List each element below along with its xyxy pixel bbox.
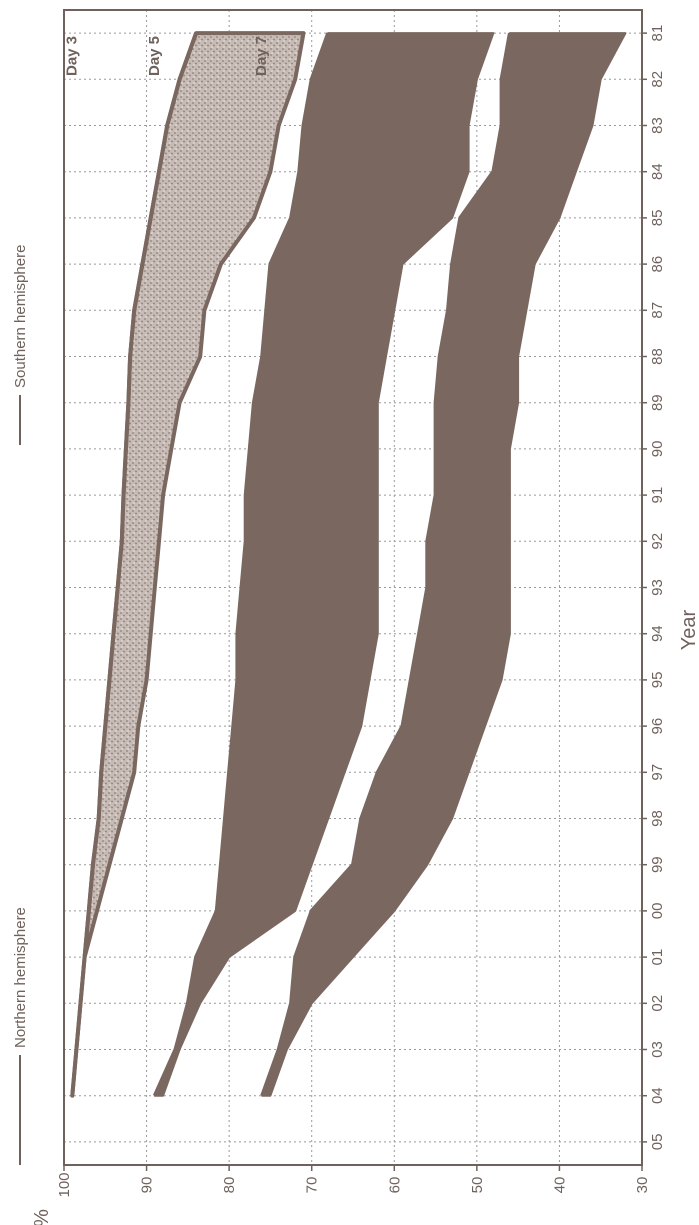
x-tick-label: 02 xyxy=(649,995,666,1012)
x-tick-label: 84 xyxy=(649,163,666,180)
x-tick-label: 85 xyxy=(649,210,666,227)
x-tick-label: 88 xyxy=(649,348,666,365)
x-tick-label: 93 xyxy=(649,579,666,596)
series-label-day-3: Day 3 xyxy=(63,36,80,76)
x-tick-label: 83 xyxy=(649,117,666,134)
x-tick-label: 91 xyxy=(649,487,666,504)
series-label-day-7: Day 7 xyxy=(253,36,270,76)
legend: Northern hemisphere Southern hemisphere xyxy=(12,245,29,1165)
x-tick-label: 90 xyxy=(649,441,666,458)
y-tick-label: 50 xyxy=(469,1177,486,1194)
x-tick-label: 92 xyxy=(649,533,666,550)
x-tick-label: 82 xyxy=(649,71,666,88)
y-tick-label: 90 xyxy=(139,1177,156,1194)
x-tick-label: 86 xyxy=(649,256,666,273)
x-tick-label: 89 xyxy=(649,394,666,411)
y-tick-label: 70 xyxy=(304,1177,321,1194)
legend-label-northern: Northern hemisphere xyxy=(12,907,29,1048)
x-axis-title: Year xyxy=(678,609,699,650)
series-bands xyxy=(72,33,625,1096)
series-label-day-5: Day 5 xyxy=(146,36,163,76)
x-tick-label: 97 xyxy=(649,764,666,781)
y-tick-label: 40 xyxy=(551,1177,568,1194)
x-tick-label: 95 xyxy=(649,672,666,689)
x-tick-label: 96 xyxy=(649,718,666,735)
x-tick-label: 81 xyxy=(649,25,666,42)
x-tick-label: 05 xyxy=(649,1134,666,1151)
x-tick-label: 03 xyxy=(649,1041,666,1058)
x-tick-label: 04 xyxy=(649,1087,666,1104)
x-tick-label: 87 xyxy=(649,302,666,319)
legend-label-southern: Southern hemisphere xyxy=(12,245,29,388)
y-tick-label: 60 xyxy=(386,1177,403,1194)
y-tick-label: 100 xyxy=(56,1172,73,1197)
x-tick-label: 98 xyxy=(649,810,666,827)
y-tick-label: 80 xyxy=(221,1177,238,1194)
y-axis-title: % xyxy=(31,1209,53,1225)
y-tick-label: 30 xyxy=(634,1177,651,1194)
x-tick-label: 99 xyxy=(649,856,666,873)
x-tick-label: 01 xyxy=(649,949,666,966)
x-tick-label: 00 xyxy=(649,903,666,920)
x-tick-label: 94 xyxy=(649,625,666,642)
